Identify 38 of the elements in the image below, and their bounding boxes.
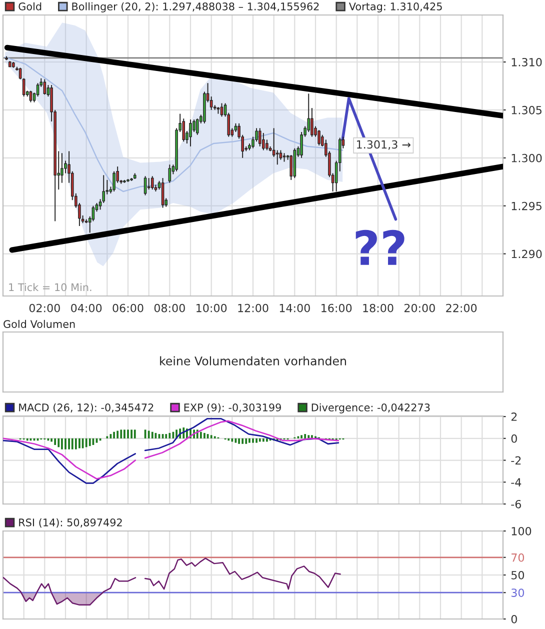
y-tick-label: 1.300: [512, 154, 542, 162]
y-tick-label: 30: [511, 588, 524, 597]
legend-label: Divergence: -0,042273: [312, 403, 430, 414]
y-tick-label: 2: [511, 412, 517, 421]
legend-label: Vortag: 1.310,425: [348, 2, 442, 12]
x-tick-label: 08:00: [154, 304, 185, 312]
text: Gold Volumen: [4, 320, 75, 328]
y-tick-label: 1.290: [512, 250, 542, 258]
x-tick-label: 12:00: [238, 304, 268, 312]
y-tick-label: 1.310: [512, 58, 542, 66]
x-tick-label: 02:00: [29, 304, 60, 312]
legend-label: Bollinger (20, 2): 1.297,488038 – 1.304,155962: [72, 2, 319, 12]
x-tick-label: 04:00: [71, 304, 102, 312]
y-tick-label: -6: [511, 500, 522, 508]
y-tick-label: -2: [511, 456, 521, 464]
y-tick-label: -4: [511, 478, 522, 486]
y-tick-label: 100: [512, 526, 532, 536]
x-tick-label: 16:00: [322, 304, 352, 312]
text: keine Volumendaten vorhanden: [160, 356, 346, 366]
y-tick-label: 0: [511, 614, 517, 624]
legend-label: Gold: [18, 2, 42, 10]
legend-label: RSI (14): 50,897492: [19, 518, 122, 528]
x-tick-label: 22:00: [446, 304, 477, 312]
legend-label: MACD (26, 12): -0,345472: [19, 403, 154, 413]
annotation: ??: [356, 230, 404, 265]
annotation: 1 Tick = 10 Min.: [9, 283, 92, 292]
y-tick-label: 1.295: [512, 202, 542, 210]
y-tick-label: 1.305: [512, 106, 542, 114]
legend-label: EXP (9): -0,303199: [184, 403, 281, 413]
y-tick-label: 70: [512, 553, 524, 562]
y-tick-label: 50: [511, 570, 524, 580]
x-tick-label: 20:00: [404, 304, 435, 312]
x-tick-label: 18:00: [363, 304, 394, 312]
x-tick-label: 06:00: [112, 304, 144, 312]
y-tick-label: 0: [511, 434, 517, 443]
annotation: 1.301,3 →: [357, 140, 410, 150]
x-tick-label: 14:00: [280, 304, 310, 312]
x-tick-label: 10:00: [196, 304, 227, 312]
